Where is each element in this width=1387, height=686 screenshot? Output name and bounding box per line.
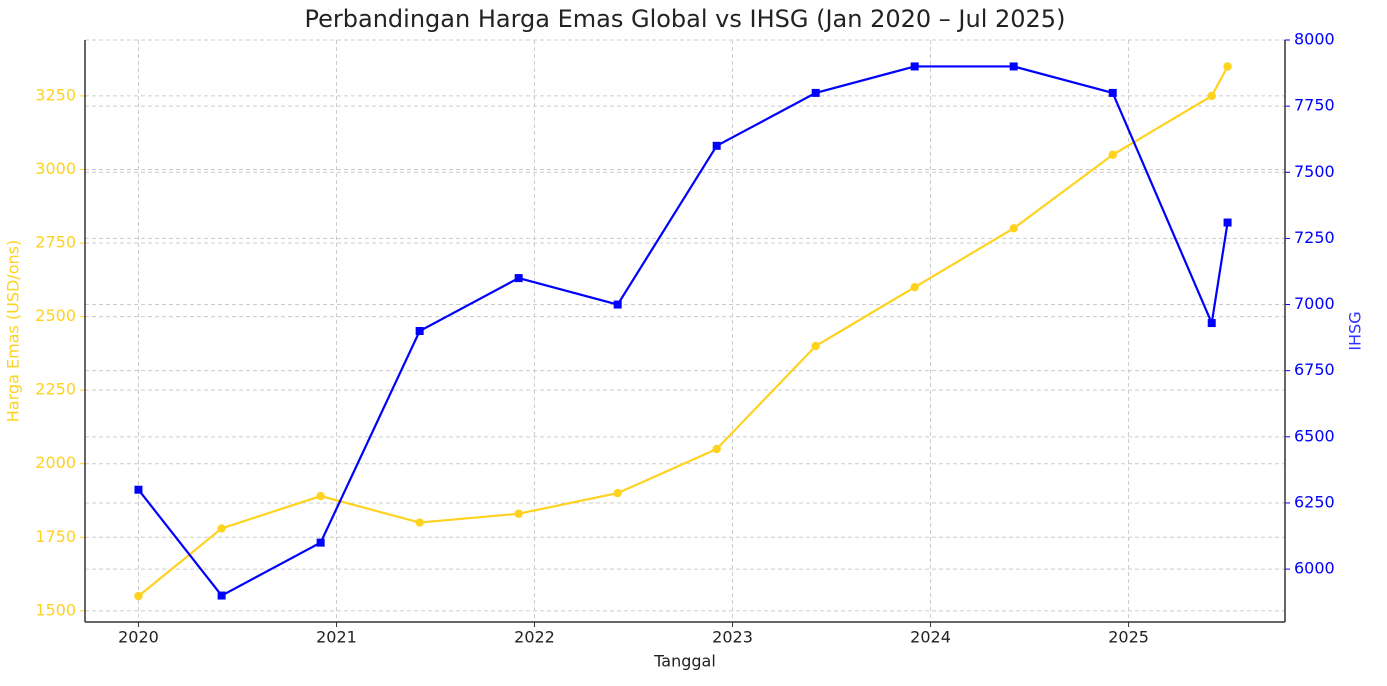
point xyxy=(415,518,424,527)
y2-tick-label: 7500 xyxy=(1294,162,1335,181)
point xyxy=(217,524,226,533)
y2-tick-label: 7750 xyxy=(1294,96,1335,115)
point xyxy=(1108,150,1117,159)
point xyxy=(134,485,143,494)
point xyxy=(316,491,325,501)
y-tick-label: 1750 xyxy=(35,527,76,546)
point xyxy=(811,88,820,97)
y-tick-label: 3250 xyxy=(35,85,76,104)
y2-tick-label: 6500 xyxy=(1294,426,1335,445)
x-tick-label: 2023 xyxy=(712,628,753,647)
point xyxy=(712,444,721,454)
point xyxy=(613,488,622,498)
point xyxy=(415,327,424,335)
x-tick-label: 2022 xyxy=(514,628,555,647)
point xyxy=(910,282,919,292)
y-tick-label: 2500 xyxy=(35,306,76,325)
point xyxy=(1207,91,1216,101)
point xyxy=(1223,62,1232,71)
y-axis-label: Harga Emas (USD/ons) xyxy=(4,240,23,422)
y-tick-label: 2000 xyxy=(35,453,76,472)
y2-tick-label: 6750 xyxy=(1294,360,1335,379)
point xyxy=(1207,319,1216,328)
y2-tick-label: 6250 xyxy=(1294,492,1335,511)
x-tick-label: 2021 xyxy=(316,628,357,647)
point xyxy=(613,300,622,309)
point xyxy=(712,141,721,150)
line-series xyxy=(137,65,1229,597)
point xyxy=(316,538,325,547)
y-tick-label: 1500 xyxy=(35,600,76,619)
x-tick-label: 2020 xyxy=(118,628,159,647)
y-tick-label: 2250 xyxy=(35,380,76,399)
y2-tick-label: 7250 xyxy=(1294,228,1335,247)
point xyxy=(910,62,919,71)
y-tick-label: 3000 xyxy=(35,159,76,178)
y-tick-label: 2750 xyxy=(35,233,76,252)
point xyxy=(514,274,523,283)
point xyxy=(1009,62,1018,71)
point xyxy=(217,591,226,600)
chart-title: Perbandingan Harga Emas Global vs IHSG (… xyxy=(305,5,1066,33)
y2-tick-label: 8000 xyxy=(1294,30,1335,49)
point xyxy=(514,509,523,518)
line-series xyxy=(137,65,1229,597)
point xyxy=(811,341,820,351)
point xyxy=(134,591,143,601)
point xyxy=(1223,218,1232,227)
point xyxy=(1009,224,1018,233)
x-axis-label: Tanggal xyxy=(653,652,716,671)
y2-tick-label: 7000 xyxy=(1294,294,1335,313)
x-tick-label: 2024 xyxy=(910,628,951,647)
y2-tick-label: 6000 xyxy=(1294,559,1335,578)
y2-axis-label: IHSG xyxy=(1346,311,1365,350)
point xyxy=(1108,88,1117,97)
x-tick-label: 2025 xyxy=(1108,628,1149,647)
